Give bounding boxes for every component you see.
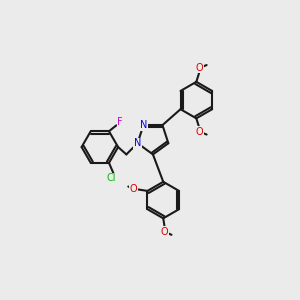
Text: F: F bbox=[117, 117, 123, 128]
Text: O: O bbox=[196, 127, 203, 136]
Text: O: O bbox=[196, 63, 203, 73]
Text: O: O bbox=[161, 227, 169, 237]
Text: O: O bbox=[130, 184, 137, 194]
Text: Cl: Cl bbox=[106, 173, 116, 183]
Text: N: N bbox=[140, 120, 147, 130]
Text: N: N bbox=[134, 138, 141, 148]
